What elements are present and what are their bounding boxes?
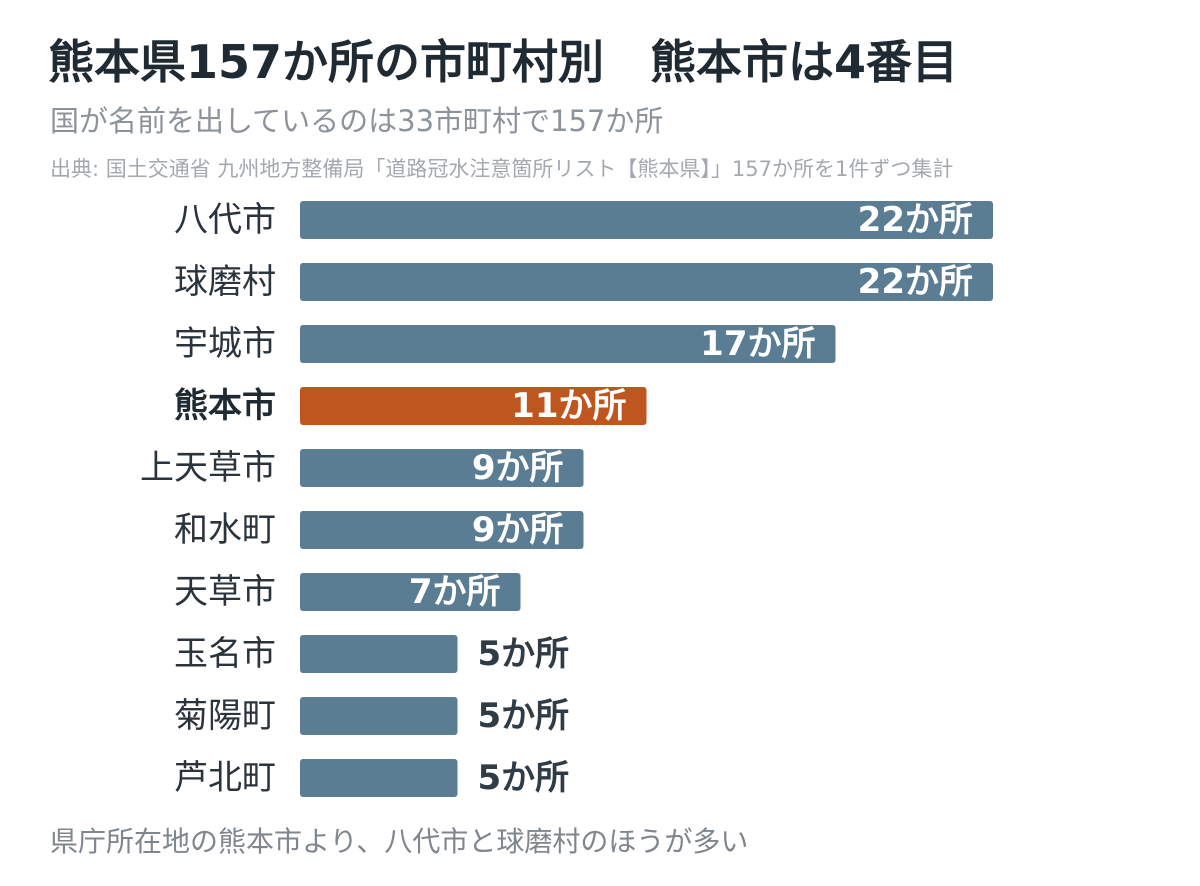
bar	[300, 325, 836, 363]
value-label: 9か所	[472, 448, 564, 488]
value-label: 11か所	[511, 386, 626, 426]
value-label: 5か所	[478, 634, 570, 674]
category-label: 和水町	[174, 510, 276, 550]
bar	[300, 201, 993, 239]
value-label: 22か所	[858, 200, 973, 240]
bar	[300, 263, 993, 301]
chart-title: 熊本県157か所の市町村別 熊本市は4番目	[48, 35, 959, 89]
bar	[300, 635, 458, 673]
chart-subtitle: 国が名前を出しているのは33市町村で157か所	[50, 104, 664, 138]
category-label: 上天草市	[140, 448, 276, 488]
chart-footnote: 県庁所在地の熊本市より、八代市と球磨村のほうが多い	[50, 825, 749, 858]
value-label: 5か所	[478, 696, 570, 736]
bar-highlight	[300, 387, 647, 425]
category-label: 球磨村	[174, 262, 276, 302]
chart-source: 出典: 国土交通省 九州地方整備局「道路冠水注意箇所リスト【熊本県】」157か所…	[50, 157, 954, 181]
category-label: 菊陽町	[174, 696, 276, 736]
value-label: 5か所	[478, 758, 570, 798]
bar	[300, 759, 458, 797]
bar	[300, 511, 584, 549]
category-label: 天草市	[174, 572, 276, 612]
category-label: 八代市	[174, 200, 276, 240]
category-label: 玉名市	[174, 634, 276, 674]
value-label: 7か所	[409, 572, 501, 612]
category-label: 芦北町	[174, 758, 276, 798]
bar	[300, 449, 584, 487]
category-label: 宇城市	[174, 324, 276, 364]
value-label: 17か所	[700, 324, 815, 364]
category-label: 熊本市	[174, 386, 276, 426]
bar	[300, 697, 458, 735]
bar	[300, 573, 521, 611]
value-label: 9か所	[472, 510, 564, 550]
value-label: 22か所	[858, 262, 973, 302]
